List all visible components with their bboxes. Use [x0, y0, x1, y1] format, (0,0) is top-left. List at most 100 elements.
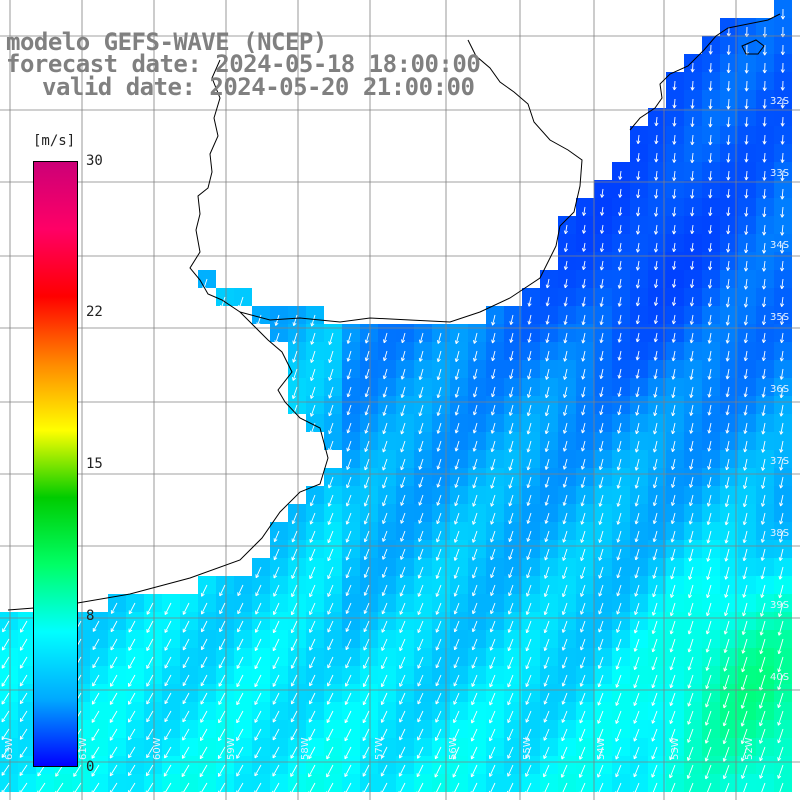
wind-arrow [489, 710, 496, 724]
wind-arrow [707, 368, 712, 380]
wind-arrow [417, 692, 424, 705]
wind-arrow [635, 242, 641, 253]
wind-arrow [779, 494, 784, 507]
wind-arrow [726, 242, 731, 253]
wind-arrow [597, 674, 604, 688]
wind-arrow [671, 332, 676, 343]
wind-arrow [272, 728, 280, 741]
wind-arrow [436, 368, 442, 381]
wind-arrow [272, 620, 280, 634]
wind-arrow [400, 440, 406, 453]
wind-arrow [91, 746, 100, 759]
wind-arrow [1, 692, 10, 705]
wind-arrow [726, 224, 731, 235]
wind-arrow [508, 404, 514, 416]
wind-arrow [218, 674, 226, 687]
wind-arrow [616, 494, 622, 507]
wind-arrow [722, 746, 730, 762]
wind-arrow [362, 764, 370, 777]
wind-arrow [418, 494, 424, 506]
wind-arrow [743, 404, 748, 416]
wind-arrow [634, 548, 640, 561]
wind-arrow [725, 368, 730, 380]
wind-arrow [417, 548, 424, 561]
longitude-label: 55W [522, 737, 533, 760]
wind-arrow [489, 638, 496, 651]
wind-arrow [470, 728, 478, 742]
wind-arrow [543, 674, 550, 687]
wind-arrow [597, 728, 604, 742]
wind-arrow [200, 692, 208, 705]
wind-arrow [743, 278, 749, 290]
wind-arrow [327, 494, 334, 507]
wind-arrow [326, 764, 334, 778]
wind-arrow [707, 476, 712, 489]
wind-arrow [759, 656, 766, 673]
wind-arrow [19, 692, 28, 705]
wind-arrow [654, 224, 659, 235]
wind-arrow [164, 620, 172, 633]
wind-arrow [363, 656, 370, 669]
wind-arrow [399, 692, 406, 705]
wind-arrow [508, 548, 514, 560]
wind-arrow [762, 98, 767, 109]
wind-arrow [346, 350, 352, 362]
wind-arrow [725, 386, 730, 398]
wind-arrow [563, 314, 568, 325]
wind-arrow [651, 638, 658, 653]
wind-arrow [708, 206, 713, 217]
wind-arrow [722, 710, 730, 727]
wind-arrow [707, 386, 712, 398]
wind-arrow [434, 764, 442, 778]
wind-arrow [381, 566, 388, 578]
wind-arrow [654, 170, 659, 181]
wind-arrow [777, 638, 784, 655]
wind-arrow [777, 710, 784, 726]
wind-arrow [687, 620, 694, 635]
wind-arrow [1, 746, 10, 758]
wind-arrow [364, 458, 370, 471]
wind-arrow [181, 746, 190, 759]
wind-arrow [436, 332, 442, 344]
wind-arrow [579, 692, 586, 706]
wind-arrow [725, 278, 731, 290]
wind-arrow [236, 728, 244, 741]
wind-arrow [146, 692, 154, 705]
wind-arrow [562, 530, 568, 543]
wind-arrow [708, 62, 713, 73]
wind-arrow [363, 566, 370, 578]
wind-arrow [400, 494, 406, 506]
wind-arrow [599, 404, 604, 416]
wind-arrow [508, 512, 514, 525]
wind-arrow [687, 728, 694, 743]
wind-arrow [652, 530, 658, 543]
wind-arrow [780, 44, 785, 56]
wind-arrow [705, 656, 712, 671]
wind-arrow [579, 728, 586, 742]
wind-arrow [705, 674, 712, 690]
wind-arrow [327, 584, 334, 597]
wind-arrow [291, 386, 298, 399]
wind-arrow [489, 620, 496, 633]
wind-arrow [525, 674, 532, 688]
wind-arrow [434, 782, 442, 796]
wind-arrow [543, 656, 550, 669]
wind-arrow [128, 710, 136, 723]
wind-arrow [363, 638, 370, 651]
wind-arrow [490, 422, 496, 434]
wind-arrow [91, 728, 100, 741]
wind-arrow [491, 386, 496, 398]
wind-arrow [723, 638, 730, 654]
wind-arrow [199, 782, 208, 795]
wind-arrow [19, 782, 28, 795]
wind-arrow [580, 602, 586, 615]
wind-arrow [491, 314, 496, 326]
wind-arrow [364, 386, 370, 398]
wind-arrow [724, 548, 730, 562]
longitude-label: 52W [744, 737, 755, 760]
wind-arrow [526, 548, 532, 561]
wind-arrow [218, 728, 226, 742]
wind-arrow [708, 152, 713, 164]
wind-arrow [780, 62, 785, 73]
wind-arrow [382, 548, 388, 560]
